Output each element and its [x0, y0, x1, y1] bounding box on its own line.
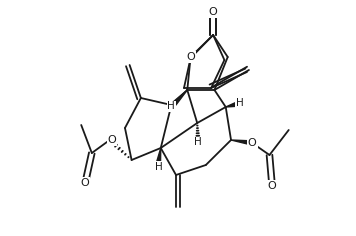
Text: H: H	[194, 137, 202, 147]
Text: H: H	[167, 101, 175, 111]
Polygon shape	[231, 140, 252, 145]
Polygon shape	[173, 90, 187, 105]
Polygon shape	[226, 102, 237, 107]
Polygon shape	[156, 148, 161, 164]
Text: O: O	[108, 135, 116, 145]
Text: H: H	[236, 98, 244, 109]
Text: O: O	[268, 181, 277, 191]
Text: O: O	[186, 52, 195, 62]
Text: O: O	[209, 7, 218, 17]
Text: O: O	[81, 178, 90, 188]
Text: O: O	[248, 138, 257, 148]
Text: H: H	[155, 162, 162, 172]
